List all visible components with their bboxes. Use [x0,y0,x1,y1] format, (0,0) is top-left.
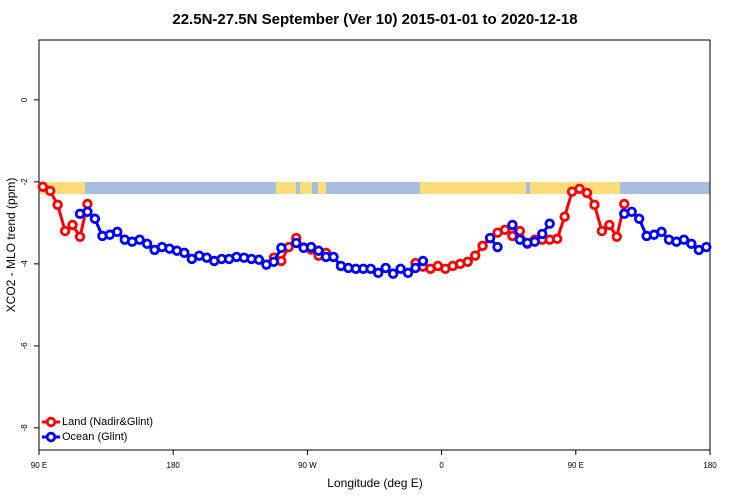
data-point [112,226,123,238]
land-ocean-strip [39,182,710,194]
data-point [253,254,265,265]
data-point [67,219,78,231]
x-tick-label: 90 E [31,461,47,470]
data-point [499,224,511,236]
y-tick-label: -4 [20,260,29,268]
data-point [387,268,399,279]
x-tick-label: 180 [167,461,181,470]
plot-frame [38,39,711,451]
x-tick-label: 90 E [568,461,584,470]
data-point [559,211,570,222]
data-point [44,185,56,197]
data-point [462,256,473,268]
data-point [611,231,623,242]
data-point [89,213,101,224]
data-point [291,237,302,249]
data-point [59,225,71,237]
data-point [395,263,406,274]
data-point [589,199,600,211]
data-point [328,251,339,263]
data-point [373,267,384,279]
chart-title: 22.5N-27.5N September (Ver 10) 2015-01-0… [172,11,577,28]
data-point [537,228,548,240]
data-point [365,263,376,274]
data-point [410,262,421,274]
data-point [37,181,48,192]
data-point [477,240,488,252]
x-tick-label: 90 W [298,461,317,470]
data-point [626,206,637,217]
y-tick-label: 0 [20,97,29,102]
data-point [74,231,86,242]
data-point [268,256,280,268]
y-tick-label: -8 [20,424,29,432]
data-point [469,250,481,261]
data-point [134,234,145,245]
data-point [492,241,503,253]
data-point [402,267,414,279]
data-point [619,198,630,210]
data-point [701,241,712,253]
x-axis-label: Longitude (deg E) [327,476,422,490]
data-point [417,255,429,267]
data-point [551,233,563,245]
x-tick-label: 0 [439,461,444,470]
data-point [633,213,645,224]
data-point [179,247,190,258]
x-tick-label: 180 [703,461,717,470]
data-point [544,218,555,229]
y-axis-label: XCO2 - MLO trend (ppm) [4,178,18,313]
data-point [276,242,287,254]
data-point [686,238,697,249]
data-point [82,206,93,217]
legend-label: Ocean (Glint) [62,431,127,443]
data-point [678,234,690,245]
data-point [52,199,63,211]
data-point [507,219,518,231]
data-point [581,187,593,199]
legend-marker [45,431,57,443]
data-point [313,245,324,256]
data-point [529,236,540,247]
data-point [484,232,496,244]
legend-label: Land (Nadir&Glint) [62,416,153,428]
data-point [604,219,615,231]
y-tick-label: -2 [20,178,29,186]
legend-marker [45,416,57,428]
y-tick-label: -6 [20,342,29,350]
data-point [380,262,391,274]
data-point [596,225,608,237]
data-point [141,238,153,249]
data-point [656,226,667,238]
data-point [574,183,585,195]
